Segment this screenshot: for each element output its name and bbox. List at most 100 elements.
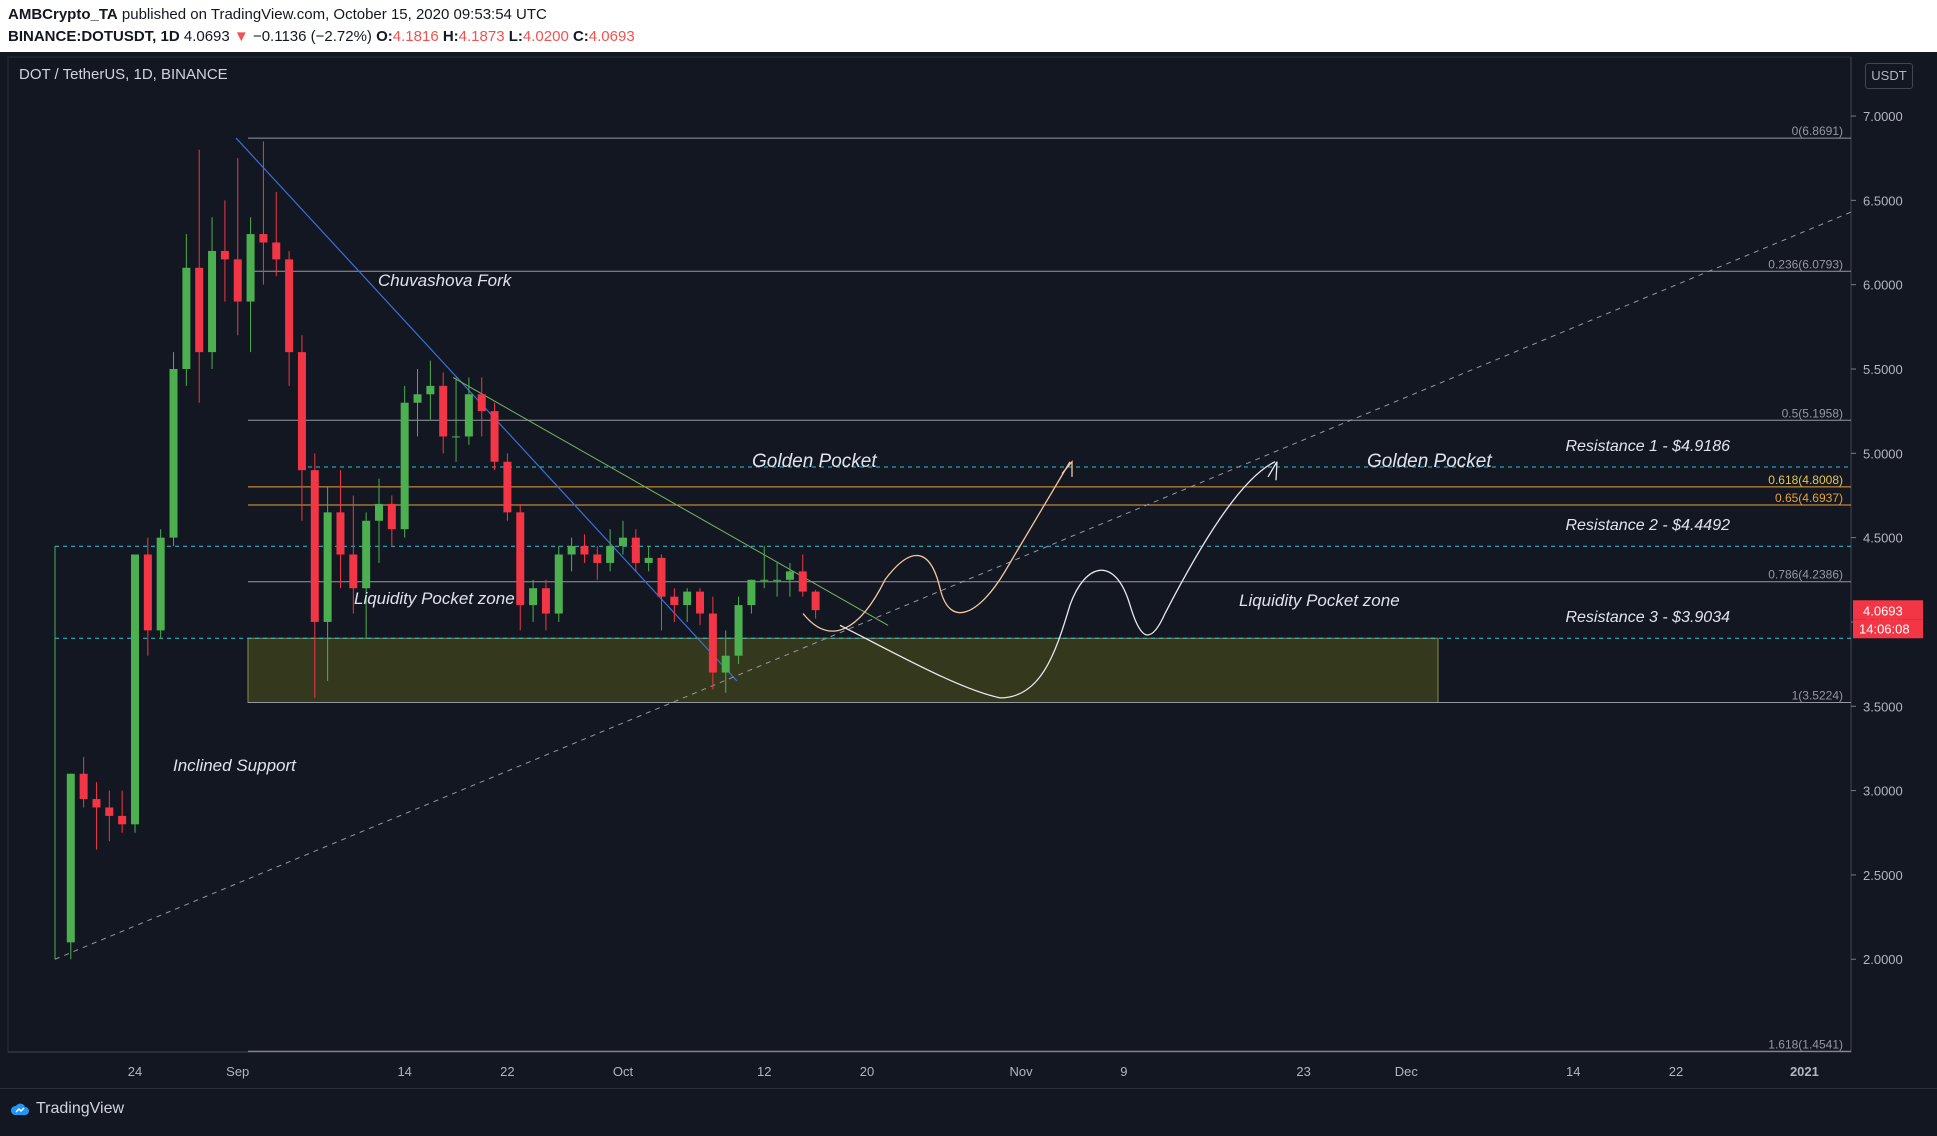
candle-body (773, 579, 782, 581)
candle-body (92, 799, 101, 808)
fib-level-label: 1.618(1.4541) (1768, 1037, 1843, 1051)
candle-body (439, 385, 448, 437)
candle-body (760, 579, 769, 581)
candle-body (374, 503, 383, 521)
countdown-label: 14:06:08 (1859, 621, 1910, 636)
y-tick-label: 2.0000 (1863, 952, 1903, 967)
x-tick-label: 9 (1120, 1064, 1127, 1079)
candle-body (477, 394, 486, 412)
x-tick-label: Sep (226, 1064, 249, 1079)
high-value: 4.1873 (458, 28, 505, 45)
candle-body (310, 470, 319, 622)
bearish-projection-path (839, 461, 1276, 699)
liquidity-pocket-zone (247, 637, 1439, 704)
candle-body (567, 546, 576, 555)
candle-body (541, 588, 550, 614)
resistance-label: Resistance 2 - $4.4492 (1565, 517, 1730, 534)
candle-body (118, 815, 127, 825)
fib-level-label: 1(3.5224) (1792, 689, 1843, 703)
fork-median-line (235, 137, 738, 682)
change-arrow-icon: ▼ (233, 28, 249, 45)
candle-body (220, 250, 229, 260)
fib-level-label: 0.786(4.2386) (1768, 568, 1843, 582)
x-tick-label: 14 (397, 1064, 411, 1079)
x-tick-label: 22 (1669, 1064, 1683, 1079)
fork-upper-line (452, 376, 889, 626)
y-tick-label: 3.0000 (1863, 784, 1903, 799)
chart-title: DOT / TetherUS, 1D, BINANCE (19, 66, 228, 83)
candle-body (285, 259, 294, 353)
candle-body (400, 402, 409, 530)
candle-body (708, 613, 717, 673)
candle-body (426, 385, 435, 395)
candle-body (657, 557, 666, 597)
fork-label: Chuvashova Fork (378, 271, 513, 290)
candle-body (156, 537, 165, 631)
candle-body (785, 571, 794, 580)
x-tick-label: 20 (860, 1064, 874, 1079)
author-name[interactable]: AMBCrypto_TA (8, 6, 118, 23)
symbol-info: BINANCE:DOTUSDT, 1D 4.0693 ▼ −0.1136 (−2… (8, 28, 635, 45)
close-label: C: (572, 28, 589, 45)
candle-body (143, 554, 152, 631)
y-tick-label: 5.0000 (1863, 446, 1903, 461)
y-tick-label: 6.5000 (1863, 193, 1903, 208)
candle-body (734, 605, 743, 656)
price-chart[interactable]: 7.00006.50006.00005.50005.00004.50004.00… (0, 52, 1937, 1088)
x-tick-label: 22 (500, 1064, 514, 1079)
candle-body (452, 436, 461, 438)
published-text: published on TradingView.com, October 15… (121, 6, 547, 23)
candle-body (66, 773, 75, 943)
inclined-support-line (54, 211, 1852, 960)
fib-level-label: 0.65(4.6937) (1775, 491, 1843, 505)
candle-body (323, 512, 332, 622)
bullish-arrow-head (1061, 459, 1073, 477)
low-label: L: (508, 28, 523, 45)
candle-body (413, 394, 422, 403)
y-tick-label: 7.0000 (1863, 109, 1903, 124)
tradingview-logo[interactable]: TradingView (10, 1100, 124, 1118)
last-price: 4.0693 (183, 28, 230, 45)
y-tick-label: 5.5000 (1863, 362, 1903, 377)
y-tick-label: 2.5000 (1863, 868, 1903, 883)
plot-frame (7, 56, 1852, 1053)
liquidity-zone-label: Liquidity Pocket zone (354, 589, 515, 608)
candle-body (336, 512, 345, 555)
y-tick-label: 3.5000 (1863, 699, 1903, 714)
candle-body (208, 250, 217, 353)
candle-body (349, 554, 358, 589)
candle-body (490, 411, 499, 462)
currency-badge[interactable]: USDT (1865, 63, 1913, 89)
y-tick-label: 6.0000 (1863, 278, 1903, 293)
y-tick-label: 4.5000 (1863, 531, 1903, 546)
publish-info: AMBCrypto_TA published on TradingView.co… (8, 6, 547, 23)
x-tick-label: 2021 (1790, 1064, 1819, 1079)
tradingview-cloud-icon (10, 1103, 29, 1115)
candle-body (670, 596, 679, 606)
candle-body (593, 554, 602, 563)
candle-body (297, 352, 306, 471)
x-tick-label: Oct (613, 1064, 634, 1079)
candle-body (105, 807, 114, 816)
candle-body (503, 461, 512, 513)
candle-body (246, 234, 255, 302)
candle-body (516, 512, 525, 606)
candle-body (721, 655, 730, 673)
candle-body (169, 368, 178, 538)
resistance-label: Resistance 3 - $3.9034 (1565, 609, 1730, 626)
x-tick-label: Nov (1010, 1064, 1034, 1079)
candle-body (182, 267, 191, 369)
candle-body (362, 520, 371, 589)
x-tick-label: 14 (1566, 1064, 1580, 1079)
fib-level-label: 0(6.8691) (1792, 124, 1843, 138)
publish-header: AMBCrypto_TA published on TradingView.co… (0, 0, 1937, 52)
candle-body (529, 588, 538, 606)
candle-body (195, 267, 204, 353)
fib-level-label: 0.5(5.1958) (1782, 406, 1843, 420)
inclined-support-label: Inclined Support (173, 756, 297, 775)
candle-body (387, 503, 396, 530)
open-value: 4.1816 (392, 28, 439, 45)
candle-body (747, 579, 756, 606)
resistance-label: Resistance 1 - $4.9186 (1565, 438, 1730, 455)
candle-body (79, 773, 88, 800)
